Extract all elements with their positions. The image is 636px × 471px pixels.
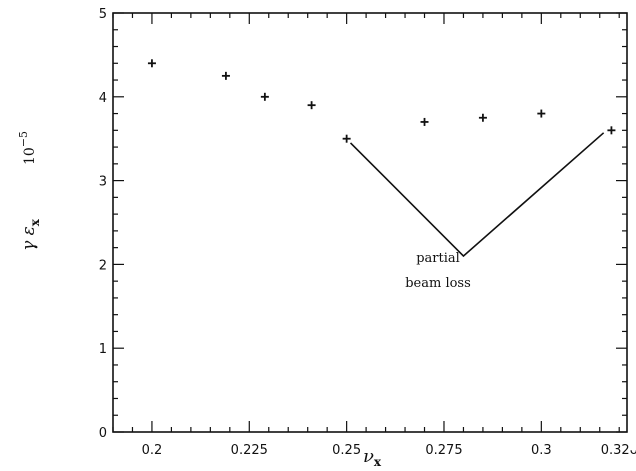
data-point bbox=[221, 71, 230, 80]
data-point bbox=[607, 126, 616, 135]
y-tick-label: 3 bbox=[99, 175, 107, 190]
y-axis-multiplier-exponent: −5 bbox=[17, 131, 30, 147]
x-tick-label: 0.275 bbox=[425, 443, 462, 458]
data-point bbox=[342, 134, 351, 143]
y-axis-subscript: x bbox=[28, 218, 42, 226]
data-point bbox=[420, 117, 429, 126]
annotation-line-1: partial bbox=[416, 251, 460, 266]
data-point bbox=[478, 113, 487, 122]
annotation-vee-line bbox=[349, 132, 605, 258]
data-point bbox=[260, 92, 269, 101]
x-tick-label: 0.225 bbox=[231, 443, 268, 458]
annotation-partial-beam-loss: partial beam loss bbox=[349, 132, 605, 291]
data-point bbox=[307, 101, 316, 110]
y-axis-symbol: γ ε bbox=[19, 226, 39, 251]
x-tick-label: 0.25 bbox=[332, 443, 361, 458]
svg-text:γ εx: γ εx bbox=[19, 218, 42, 251]
x-axis-symbol: ν bbox=[363, 446, 374, 467]
x-tick-label: 0.32ᴗ bbox=[601, 443, 636, 458]
axis-ticks bbox=[112, 12, 627, 433]
y-tick-label: 1 bbox=[99, 342, 107, 357]
y-tick-label: 0 bbox=[99, 426, 107, 441]
x-tick-labels: 0.2 0.225 0.25 0.275 0.3 0.32ᴗ bbox=[142, 443, 636, 458]
plot-border bbox=[112, 12, 628, 433]
data-point bbox=[537, 109, 546, 118]
y-axis-label: γ εx 10−5 bbox=[17, 131, 42, 251]
y-tick-label: 2 bbox=[99, 258, 107, 273]
x-tick-label: 0.3 bbox=[531, 443, 552, 458]
y-tick-labels: 0 1 2 3 4 5 bbox=[99, 7, 107, 441]
x-axis-subscript: x bbox=[374, 455, 382, 469]
x-tick-label: 0.2 bbox=[142, 443, 163, 458]
y-tick-label: 5 bbox=[99, 7, 107, 22]
x-axis-label: νx bbox=[363, 446, 382, 469]
data-point bbox=[147, 59, 156, 68]
annotation-line-2: beam loss bbox=[405, 276, 471, 291]
plot-frame bbox=[112, 12, 628, 433]
y-axis-multiplier: 10 bbox=[22, 147, 38, 165]
data-points bbox=[147, 59, 616, 143]
svg-text:10−5: 10−5 bbox=[17, 131, 38, 165]
y-tick-label: 4 bbox=[99, 91, 107, 106]
